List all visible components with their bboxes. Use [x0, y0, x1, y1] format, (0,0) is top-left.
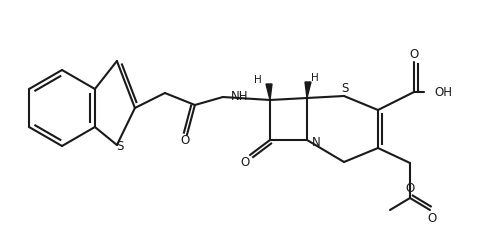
- Polygon shape: [305, 82, 311, 98]
- Text: S: S: [341, 81, 348, 94]
- Text: NH: NH: [231, 90, 248, 104]
- Text: S: S: [116, 140, 123, 153]
- Polygon shape: [266, 84, 272, 100]
- Text: N: N: [312, 136, 321, 149]
- Text: OH: OH: [434, 85, 452, 98]
- Text: O: O: [406, 182, 415, 195]
- Text: O: O: [409, 47, 419, 60]
- Text: O: O: [427, 211, 437, 224]
- Text: O: O: [241, 156, 250, 169]
- Text: H: H: [311, 73, 319, 83]
- Text: O: O: [180, 135, 190, 148]
- Text: H: H: [254, 75, 262, 85]
